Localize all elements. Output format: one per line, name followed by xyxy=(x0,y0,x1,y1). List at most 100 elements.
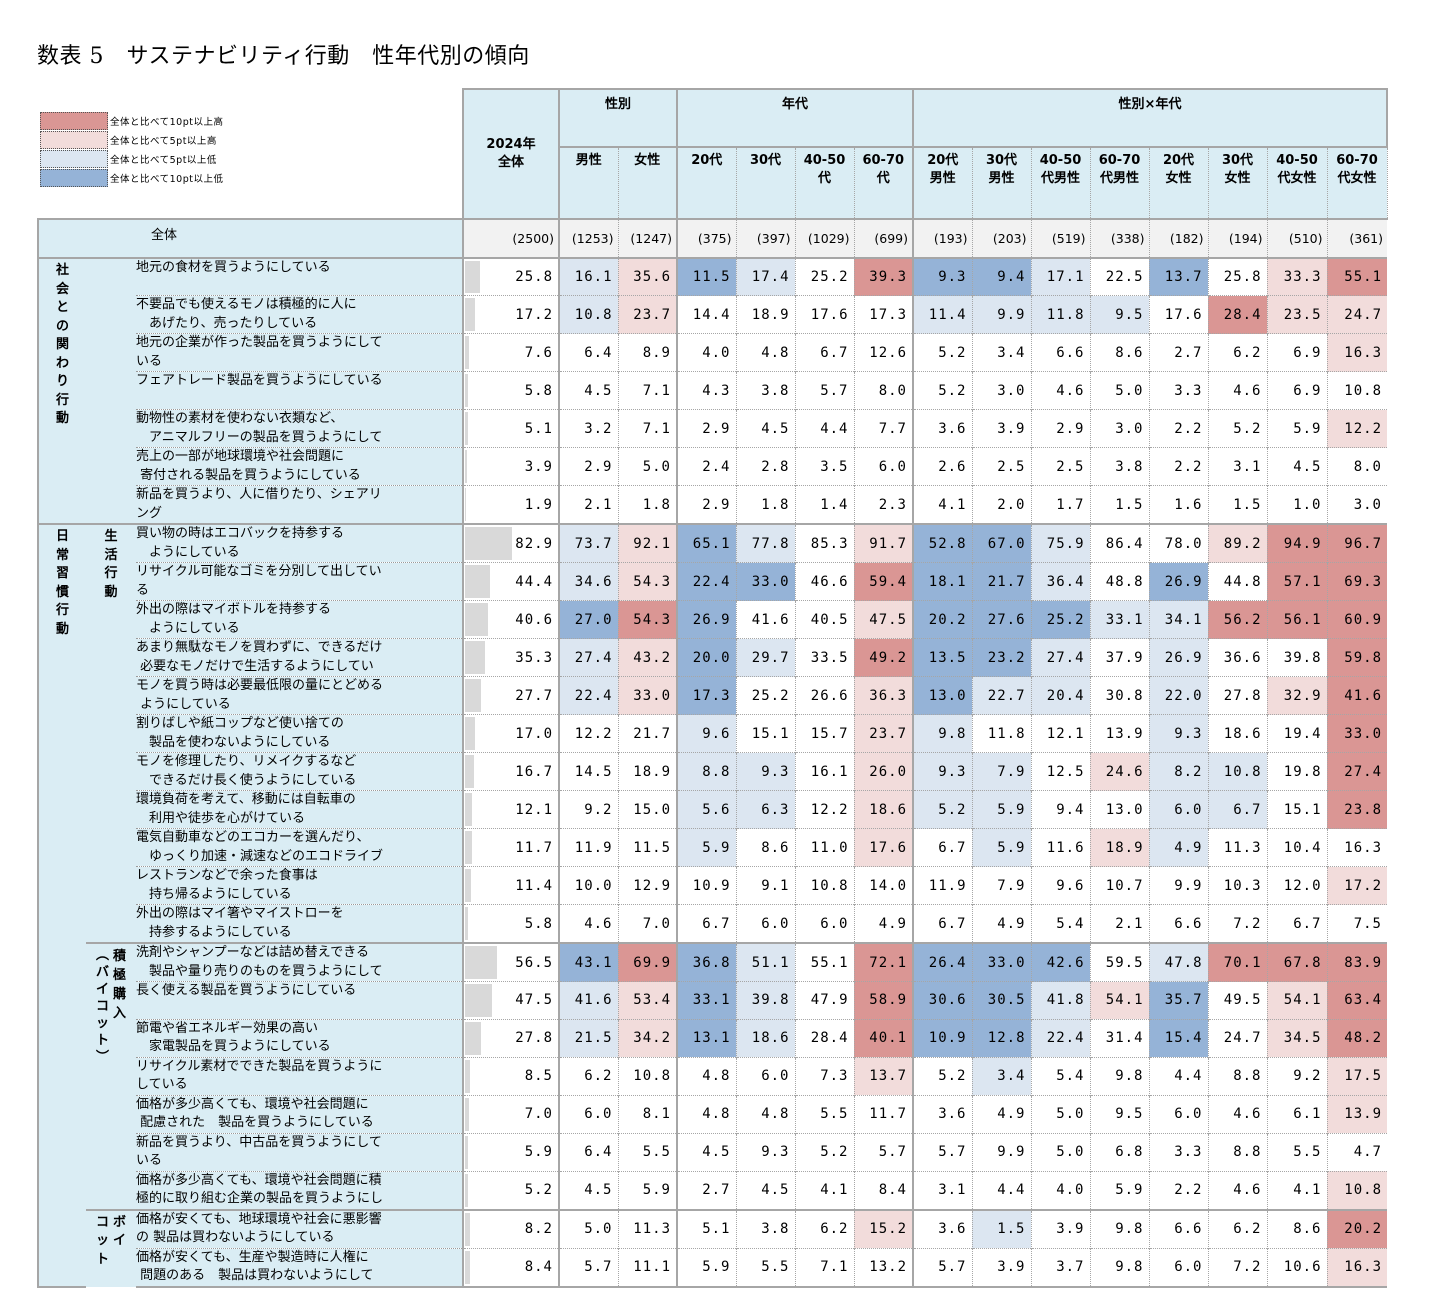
value-cell: 11.3 xyxy=(1207,828,1267,867)
value-cell: 4.9 xyxy=(1148,828,1208,867)
value-text: 59.4 xyxy=(869,573,907,590)
subcategory-label xyxy=(86,256,136,525)
table-row: 日 常 習 慣 行 動 生 活 行 動 買い物の時はエコバックを持参する ようにして… xyxy=(37,523,1387,1288)
value-text: 7.6 xyxy=(524,344,553,361)
value-text: 29.7 xyxy=(751,649,790,666)
value-text: 92.1 xyxy=(633,535,671,552)
value-cell: 5.7 xyxy=(912,1247,972,1288)
sample-size: (1029) xyxy=(794,218,854,259)
value-cell: 5.0 xyxy=(617,447,677,486)
row-label: リサイクル可能なゴミを分別して出してい る xyxy=(136,562,464,601)
value-cell: 11.0 xyxy=(794,828,854,867)
value-cell: 6.7 xyxy=(912,828,972,867)
value-cell: 27.0 xyxy=(558,600,618,639)
value-text: 15.1 xyxy=(751,725,790,742)
column-header: 30代 男性 xyxy=(971,146,1032,220)
value-cell: 4.8 xyxy=(735,1094,795,1134)
value-text: 46.6 xyxy=(810,573,849,590)
value-text: 11.8 xyxy=(987,725,1026,742)
value-cell: 25.2 xyxy=(794,257,854,296)
value-text: 54.3 xyxy=(633,611,671,628)
value-cell: 2.7 xyxy=(1148,333,1208,372)
value-text: 2.7 xyxy=(1174,344,1203,361)
value-text: 7.1 xyxy=(642,420,671,437)
table-row: 節電や省エネルギー効果の高い 家電製品を買うようにしている 27.8 21.5 34.… xyxy=(38,1018,1387,1058)
value-cell: 4.9 xyxy=(853,904,913,944)
value-text: 5.9 xyxy=(702,839,731,856)
value-cell: 18.6 xyxy=(1207,714,1267,753)
value-text: 56.1 xyxy=(1283,611,1322,628)
subcategory-label: 生 活 行 動 xyxy=(86,523,136,944)
value-text: 10.9 xyxy=(692,877,731,894)
value-text: 24.6 xyxy=(1105,763,1144,780)
value-text: 17.5 xyxy=(1344,1068,1382,1085)
table-row: 割りばしや紙コップなど使い捨ての 製品を使わないようにしている 17.0 12.2 2… xyxy=(38,714,1387,753)
value-cell: 19.8 xyxy=(1266,752,1327,791)
value-cell: 6.0 xyxy=(1148,1094,1208,1134)
value-cell: 52.8 xyxy=(912,523,972,563)
value-text: 17.6 xyxy=(1164,306,1203,323)
value-cell: 65.1 xyxy=(676,523,736,563)
value-text: 12.2 xyxy=(1344,420,1382,437)
value-cell: 7.9 xyxy=(971,866,1031,905)
value-text: 41.8 xyxy=(1046,992,1085,1009)
value-text: 47.5 xyxy=(515,992,553,1009)
value-cell: 35.7 xyxy=(1148,981,1208,1020)
value-text: 5.5 xyxy=(1293,1144,1322,1161)
value-text: 9.4 xyxy=(1056,801,1085,818)
value-text: 9.4 xyxy=(997,269,1026,286)
value-cell: 26.9 xyxy=(1148,562,1208,601)
value-cell: 6.0 xyxy=(1148,1247,1208,1288)
value-cell: 3.6 xyxy=(912,1094,972,1134)
value-cell: 72.1 xyxy=(853,942,913,982)
value-cell: 2.5 xyxy=(1030,447,1090,486)
row-label: 外出の際はマイボトルを持参する ようにしている xyxy=(136,600,464,639)
value-cell: 12.2 xyxy=(794,790,854,829)
value-cell: 5.2 xyxy=(912,790,972,829)
value-cell: 1.8 xyxy=(735,485,795,525)
value-text: 96.7 xyxy=(1344,535,1382,552)
value-cell: 17.5 xyxy=(1326,1056,1387,1096)
value-text: 9.6 xyxy=(702,725,731,742)
value-text: 52.8 xyxy=(928,535,967,552)
value-text: 6.4 xyxy=(584,1144,613,1161)
value-cell: 78.0 xyxy=(1148,523,1208,563)
value-text: 6.0 xyxy=(1174,1259,1203,1276)
value-text: 1.8 xyxy=(761,496,790,513)
value-cell: 33.5 xyxy=(794,638,854,677)
value-cell: 6.3 xyxy=(735,790,795,829)
value-cell: 69.9 xyxy=(617,942,677,982)
value-cell: 12.2 xyxy=(1326,409,1387,448)
value-cell: 11.5 xyxy=(617,828,677,867)
subcategory-label: ︵ バ イ コ ッ ト ︶ 積 極 購 入 xyxy=(86,942,136,1210)
value-text: 2.7 xyxy=(702,1182,731,1199)
value-text: 34.6 xyxy=(574,573,613,590)
value-text: 7.9 xyxy=(997,763,1026,780)
value-text: 22.0 xyxy=(1164,687,1203,704)
legend-spacer xyxy=(38,89,464,219)
value-cell: 11.9 xyxy=(558,828,618,867)
value-bar xyxy=(465,1135,469,1169)
value-text: 2.9 xyxy=(702,496,731,513)
value-text: 30.8 xyxy=(1105,687,1144,704)
total-value-cell: 8.2 xyxy=(462,1208,559,1249)
value-cell: 24.6 xyxy=(1089,752,1149,791)
value-cell: 4.6 xyxy=(558,904,618,944)
value-cell: 2.9 xyxy=(676,485,736,525)
column-header: 40-50 代 xyxy=(794,146,855,220)
value-cell: 56.2 xyxy=(1207,600,1267,639)
value-text: 12.5 xyxy=(1046,763,1085,780)
value-cell: 7.2 xyxy=(1207,904,1267,944)
value-text: 3.8 xyxy=(761,1221,790,1238)
value-cell: 15.7 xyxy=(794,714,854,753)
value-text: 10.3 xyxy=(1223,877,1262,894)
value-text: 27.8 xyxy=(515,1030,553,1047)
value-cell: 18.9 xyxy=(735,295,795,334)
value-cell: 6.6 xyxy=(1030,333,1090,372)
value-text: 9.2 xyxy=(1293,1068,1322,1085)
value-cell: 56.1 xyxy=(1266,600,1327,639)
value-cell: 8.9 xyxy=(617,333,677,372)
value-text: 12.0 xyxy=(1283,877,1322,894)
value-text: 5.4 xyxy=(1056,915,1085,932)
value-text: 26.9 xyxy=(1164,573,1203,590)
